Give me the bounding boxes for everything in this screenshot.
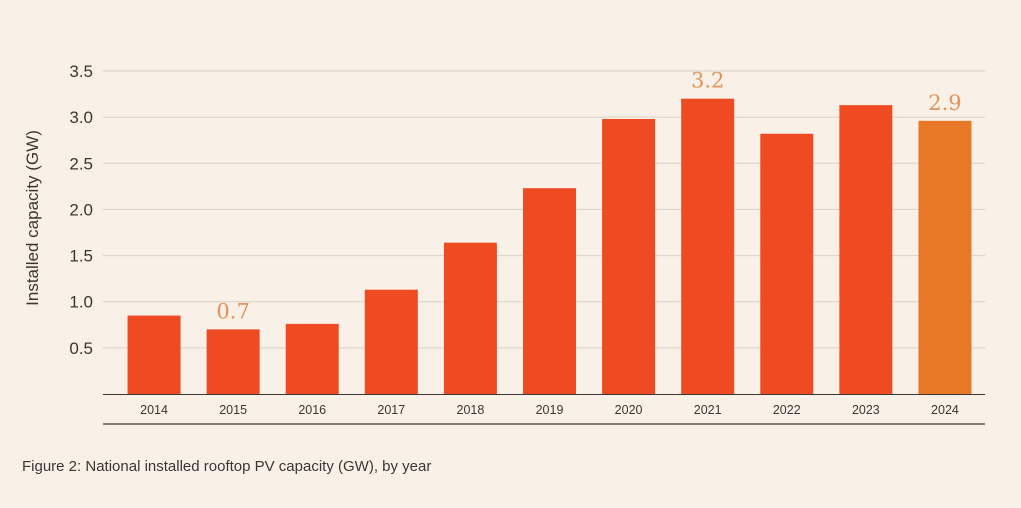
bar-2015: [206, 329, 260, 394]
x-tick-label: 2018: [457, 403, 485, 417]
y-tick-label: 1.0: [69, 293, 93, 312]
x-tick-label: 2016: [298, 403, 326, 417]
bar-2018: [443, 242, 497, 394]
x-tick-label: 2017: [377, 403, 405, 417]
data-labels: 0.7 3.2 2.9: [216, 69, 961, 324]
x-tick-label: 2022: [773, 403, 801, 417]
x-tick-label: 2020: [615, 403, 643, 417]
y-tick-label: 2.0: [69, 200, 93, 219]
data-label-2024: 2.9: [928, 91, 961, 115]
bar-2019: [523, 188, 576, 394]
y-tick-label: 3.5: [69, 62, 93, 81]
bar-2017: [364, 289, 418, 394]
data-label-2021: 3.2: [691, 69, 724, 93]
y-tick-label: 2.5: [69, 154, 93, 173]
bar-2014: [127, 315, 181, 394]
data-label-2015: 0.7: [216, 299, 249, 323]
bar-chart: 0.51.01.52.02.53.03.5 2014 2015 2016 2017 20…: [23, 62, 985, 425]
bar-2016: [285, 323, 339, 394]
bar-2022: [760, 133, 814, 395]
x-axis-ticks: 2014 2015 2016 2017 2018 2019 2020 2021 2022 2023…: [140, 403, 959, 417]
bar-2020: [602, 118, 656, 394]
y-axis-label: Installed capacity (GW): [23, 130, 42, 306]
y-axis-ticks: 0.5 1.0 1.5 2.0 2.5 3.0 3.5: [69, 62, 93, 358]
bars: [127, 98, 972, 395]
x-tick-label: 2021: [694, 403, 722, 417]
y-tick-label: 3.0: [69, 108, 93, 127]
bar-2021: [681, 98, 735, 394]
x-tick-label: 2023: [852, 403, 880, 417]
x-tick-label: 2014: [140, 403, 168, 417]
x-tick-label: 2019: [536, 403, 564, 417]
y-tick-label: 1.5: [69, 247, 93, 266]
x-tick-label: 2024: [931, 403, 959, 417]
bar-2023: [839, 105, 893, 394]
x-tick-label: 2015: [219, 403, 247, 417]
bar-2024: [918, 120, 972, 394]
figure-caption: Figure 2: National installed rooftop PV …: [22, 458, 432, 475]
y-tick-label: 0.5: [69, 339, 93, 358]
